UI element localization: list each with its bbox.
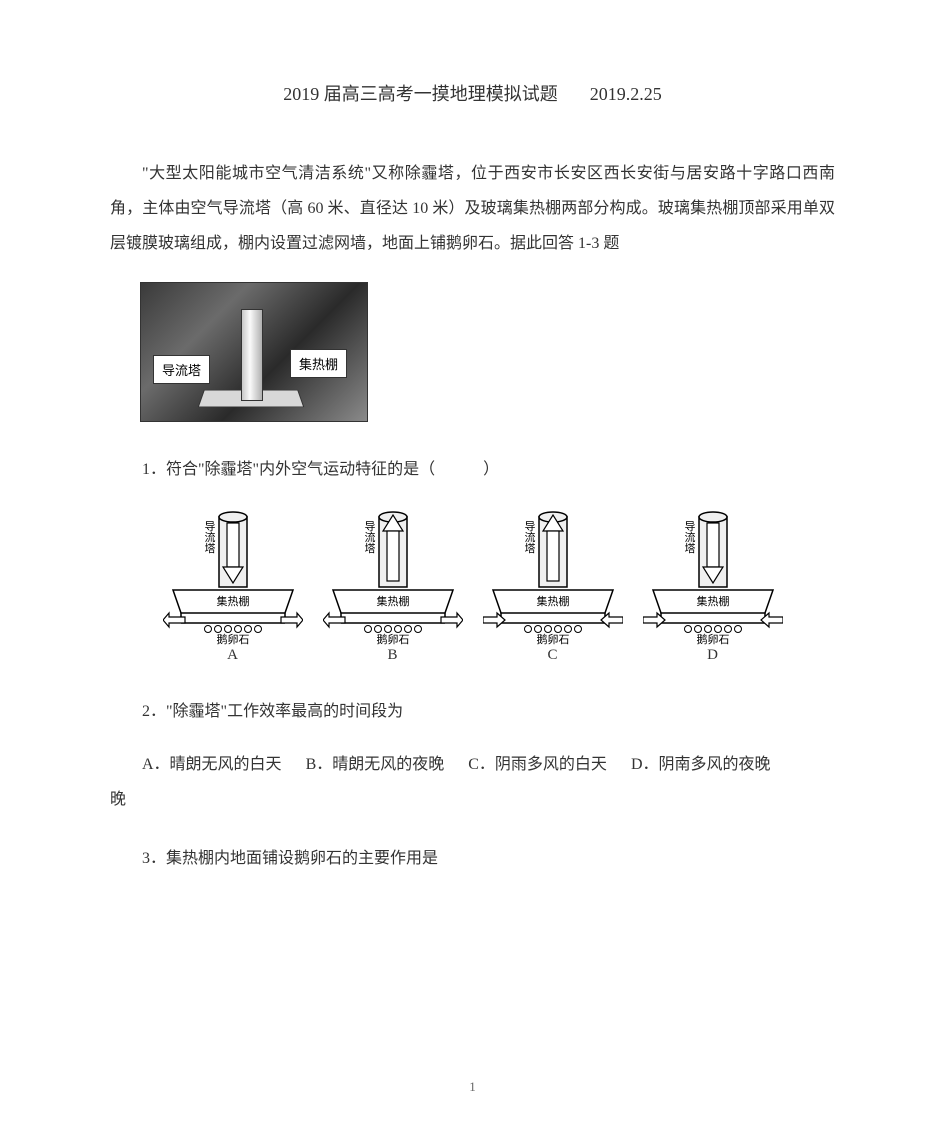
page-number: 1 [0, 1079, 945, 1095]
option-letter-a: A [227, 647, 238, 664]
option-letter-d: D [707, 647, 718, 664]
option-diagrams-row: 导流塔 集热棚 鹅卵石 A 导流塔 [110, 505, 835, 664]
label-tower-d: 导流塔 [683, 520, 696, 554]
label-shed-d: 集热棚 [696, 594, 729, 608]
photo-tower-cylinder [241, 309, 263, 401]
diagram-b-svg: 导流塔 集热棚 鹅卵石 [323, 505, 463, 645]
q2-opt-c: C．阴雨多风的白天 [468, 756, 607, 773]
q2-opt-b: B．晴朗无风的夜晚 [306, 756, 445, 773]
exam-date: 2019.2.25 [590, 84, 662, 105]
question-3: 3．集热棚内地面铺设鹅卵石的主要作用是 [110, 841, 835, 876]
label-stone-a: 鹅卵石 [216, 632, 249, 645]
q2-opt-a: A．晴朗无风的白天 [142, 756, 282, 773]
q2-opt-d: D．阴南多风的夜晚 [631, 756, 771, 773]
label-stone-d: 鹅卵石 [696, 632, 729, 645]
question-2-options: A．晴朗无风的白天 B．晴朗无风的夜晚 C．阴雨多风的白天 D．阴南多风的夜晚 [110, 747, 835, 782]
option-letter-b: B [387, 647, 397, 664]
diagram-option-b: 导流塔 集热棚 鹅卵石 B [323, 505, 463, 664]
photo-label-shed: 集热棚 [290, 349, 347, 378]
diagram-option-a: 导流塔 集热棚 鹅卵石 A [163, 505, 303, 664]
question-2-options-tail: 晚 [110, 782, 835, 817]
label-stone-b: 鹅卵石 [376, 632, 409, 645]
label-stone-c: 鹅卵石 [536, 632, 569, 645]
question-1: 1．符合"除霾塔"内外空气运动特征的是（ ） [110, 452, 835, 487]
diagram-option-d: 导流塔 集热棚 鹅卵石 D [643, 505, 783, 664]
question-2: 2．"除霾塔"工作效率最高的时间段为 [110, 694, 835, 729]
page-title: 2019 届高三高考一摸地理模拟试题 [283, 80, 558, 106]
label-shed-b: 集热棚 [376, 594, 409, 608]
diagram-c-svg: 导流塔 集热棚 鹅卵石 [483, 505, 623, 645]
photo-label-tower: 导流塔 [153, 355, 210, 384]
label-tower-b: 导流塔 [363, 520, 376, 554]
diagram-a-svg: 导流塔 集热棚 鹅卵石 [163, 505, 303, 645]
option-letter-c: C [547, 647, 557, 664]
label-shed-a: 集热棚 [216, 594, 249, 608]
label-tower-c: 导流塔 [523, 520, 536, 554]
label-shed-c: 集热棚 [536, 594, 569, 608]
tower-photo: 导流塔 集热棚 [140, 282, 368, 422]
label-tower-a: 导流塔 [203, 520, 216, 554]
diagram-d-svg: 导流塔 集热棚 鹅卵石 [643, 505, 783, 645]
diagram-option-c: 导流塔 集热棚 鹅卵石 C [483, 505, 623, 664]
intro-paragraph: "大型太阳能城市空气清洁系统"又称除霾塔，位于西安市长安区西长安街与居安路十字路… [110, 156, 835, 262]
